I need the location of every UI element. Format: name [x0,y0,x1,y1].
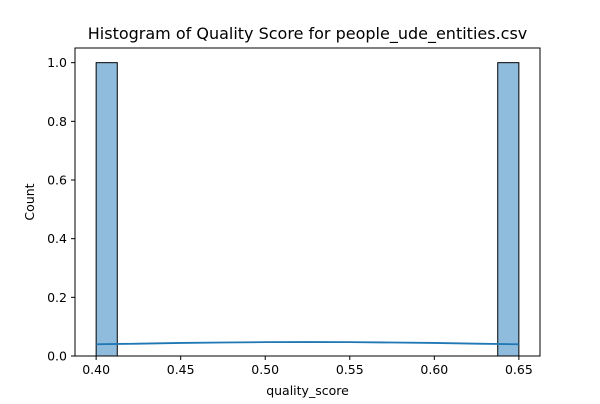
plot-frame [74,47,541,357]
y-tick-label: 1.0 [47,55,67,70]
x-tick-label: 0.55 [336,362,364,377]
histogram-bar [95,62,118,357]
y-tick-label: 0.8 [47,114,67,129]
x-tick-label: 0.65 [505,362,533,377]
x-tick-label: 0.60 [420,362,448,377]
kde-group [96,341,519,346]
bars-group [95,62,520,357]
y-ticks-group: 0.0 0.2 0.4 0.6 0.8 1.0 [47,55,75,364]
chart-title: Histogram of Quality Score for people_ud… [88,24,528,44]
y-tick-label: 0.0 [47,349,67,364]
histogram-bar [497,62,520,357]
y-axis-label: Count [22,183,37,220]
x-axis-label: quality_score [266,383,349,398]
y-tick-label: 0.2 [47,290,67,305]
x-tick-label: 0.50 [251,362,279,377]
y-tick-label: 0.4 [47,231,67,246]
y-tick-label: 0.6 [47,173,67,188]
kde-line [96,341,519,346]
x-tick-label: 0.45 [167,362,195,377]
x-ticks-group: 0.40 0.45 0.50 0.55 0.60 0.65 [82,356,533,377]
x-tick-label: 0.40 [82,362,110,377]
